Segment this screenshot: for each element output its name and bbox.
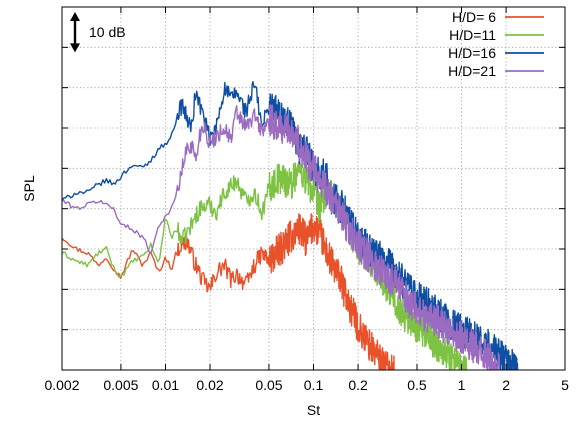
series-group (62, 81, 519, 370)
legend-label: H/D=16 (448, 45, 496, 61)
x-axis-label: St (307, 402, 320, 418)
y-axis-label: SPL (21, 175, 37, 202)
legend-label: H/D= 6 (452, 9, 496, 25)
x-tick-label: 2 (502, 377, 510, 393)
series-line-4 (62, 104, 501, 370)
x-tick-label: 1 (458, 377, 466, 393)
x-tick-label: 5 (561, 377, 569, 393)
scale-annotation-label: 10 dB (89, 24, 126, 40)
x-tick-label: 0.01 (152, 377, 179, 393)
x-tick-label: 0.005 (103, 377, 138, 393)
legend: H/D= 6 H/D=11 H/D=16 H/D=21 (448, 9, 544, 79)
scale-annotation: 10 dB (70, 12, 126, 53)
x-tick-label: 0.05 (255, 377, 282, 393)
x-tick-label: 0.2 (348, 377, 368, 393)
legend-label: H/D=21 (448, 63, 496, 79)
x-axis-ticks: 0.002 0.005 0.01 0.02 0.05 0.1 0.2 0.5 1 2 5 (44, 7, 569, 393)
series-line-1 (62, 213, 395, 370)
x-tick-label: 0.002 (44, 377, 79, 393)
double-arrow-icon (70, 12, 80, 53)
legend-label: H/D=11 (449, 27, 496, 43)
x-tick-label: 0.5 (407, 377, 427, 393)
x-tick-label: 0.1 (304, 377, 324, 393)
x-tick-label: 0.02 (196, 377, 223, 393)
